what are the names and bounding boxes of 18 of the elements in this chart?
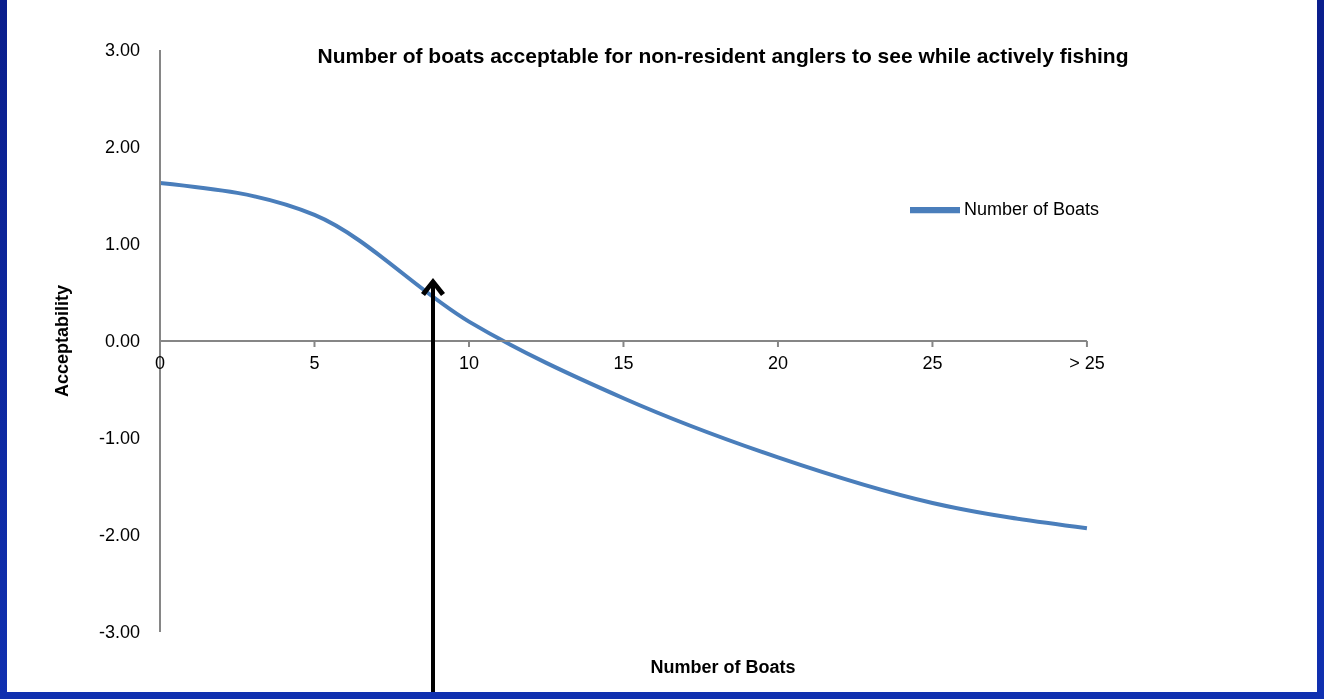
x-tick-label: 5 bbox=[309, 353, 320, 373]
x-tick-label: 20 bbox=[767, 353, 788, 373]
x-tick-label: 10 bbox=[458, 353, 479, 373]
y-tick-label: -3.00 bbox=[98, 622, 140, 643]
x-tick-label: 0 bbox=[154, 353, 166, 373]
legend-label: Number of Boats bbox=[963, 198, 1099, 219]
y-tick-label: 1.00 bbox=[104, 234, 140, 255]
y-tick-label: -1.00 bbox=[98, 428, 140, 449]
chart-title: Number of boats acceptable for non-resident anglers to see while actively fishing bbox=[316, 44, 1130, 68]
x-axis-title: Number of Boats bbox=[649, 657, 797, 678]
x-tick-label: 15 bbox=[613, 353, 634, 373]
y-axis-title: Acceptability bbox=[51, 284, 73, 398]
y-tick-label: -2.00 bbox=[98, 525, 140, 546]
x-tick-label: 25 bbox=[922, 353, 943, 373]
y-tick-label: 2.00 bbox=[104, 137, 140, 158]
y-tick-label: 0.00 bbox=[104, 331, 140, 352]
y-tick-label: 3.00 bbox=[104, 40, 140, 61]
x-tick-label: > 25 bbox=[1069, 353, 1105, 373]
